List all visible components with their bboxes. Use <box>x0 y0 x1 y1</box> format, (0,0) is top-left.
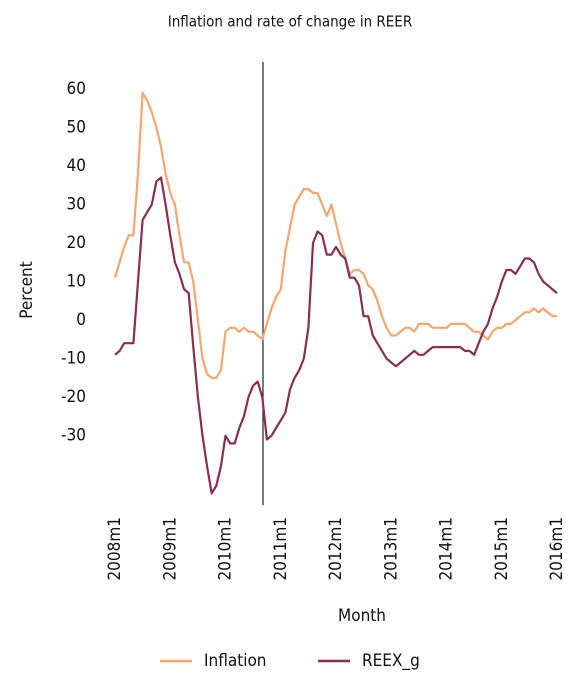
series-line <box>114 176 558 495</box>
x-tick-label: 2009m1 <box>160 517 180 581</box>
y-tick-label: -30 <box>61 426 86 446</box>
y-tick-label: 30 <box>67 195 86 215</box>
x-tick-label: 2013m1 <box>381 517 401 581</box>
legend-label: REEX_g <box>362 651 420 671</box>
x-tick-label: 2008m1 <box>105 517 125 581</box>
y-tick-label: 50 <box>67 117 86 137</box>
x-tick-label: 2016m1 <box>547 517 567 581</box>
x-tick-label: 2011m1 <box>271 517 291 581</box>
legend-label: Inflation <box>204 651 267 671</box>
y-tick-label: 0 <box>76 310 86 330</box>
y-tick-label: -20 <box>61 387 86 407</box>
x-tick-label: 2015m1 <box>492 517 512 581</box>
y-tick-label: 20 <box>67 233 86 253</box>
y-tick-label: 10 <box>67 272 86 292</box>
x-tick-label: 2012m1 <box>326 517 346 581</box>
chart-title: Inflation and rate of change in REER <box>168 13 412 31</box>
y-tick-label: 40 <box>67 156 86 176</box>
y-axis-label: Percent <box>17 261 37 318</box>
series-line <box>113 91 557 379</box>
x-axis-label: Month <box>338 606 386 626</box>
y-tick-label: 60 <box>67 79 86 99</box>
y-tick-label: -10 <box>61 349 86 369</box>
x-tick-label: 2014m1 <box>437 517 457 581</box>
x-tick-label: 2010m1 <box>216 517 236 581</box>
